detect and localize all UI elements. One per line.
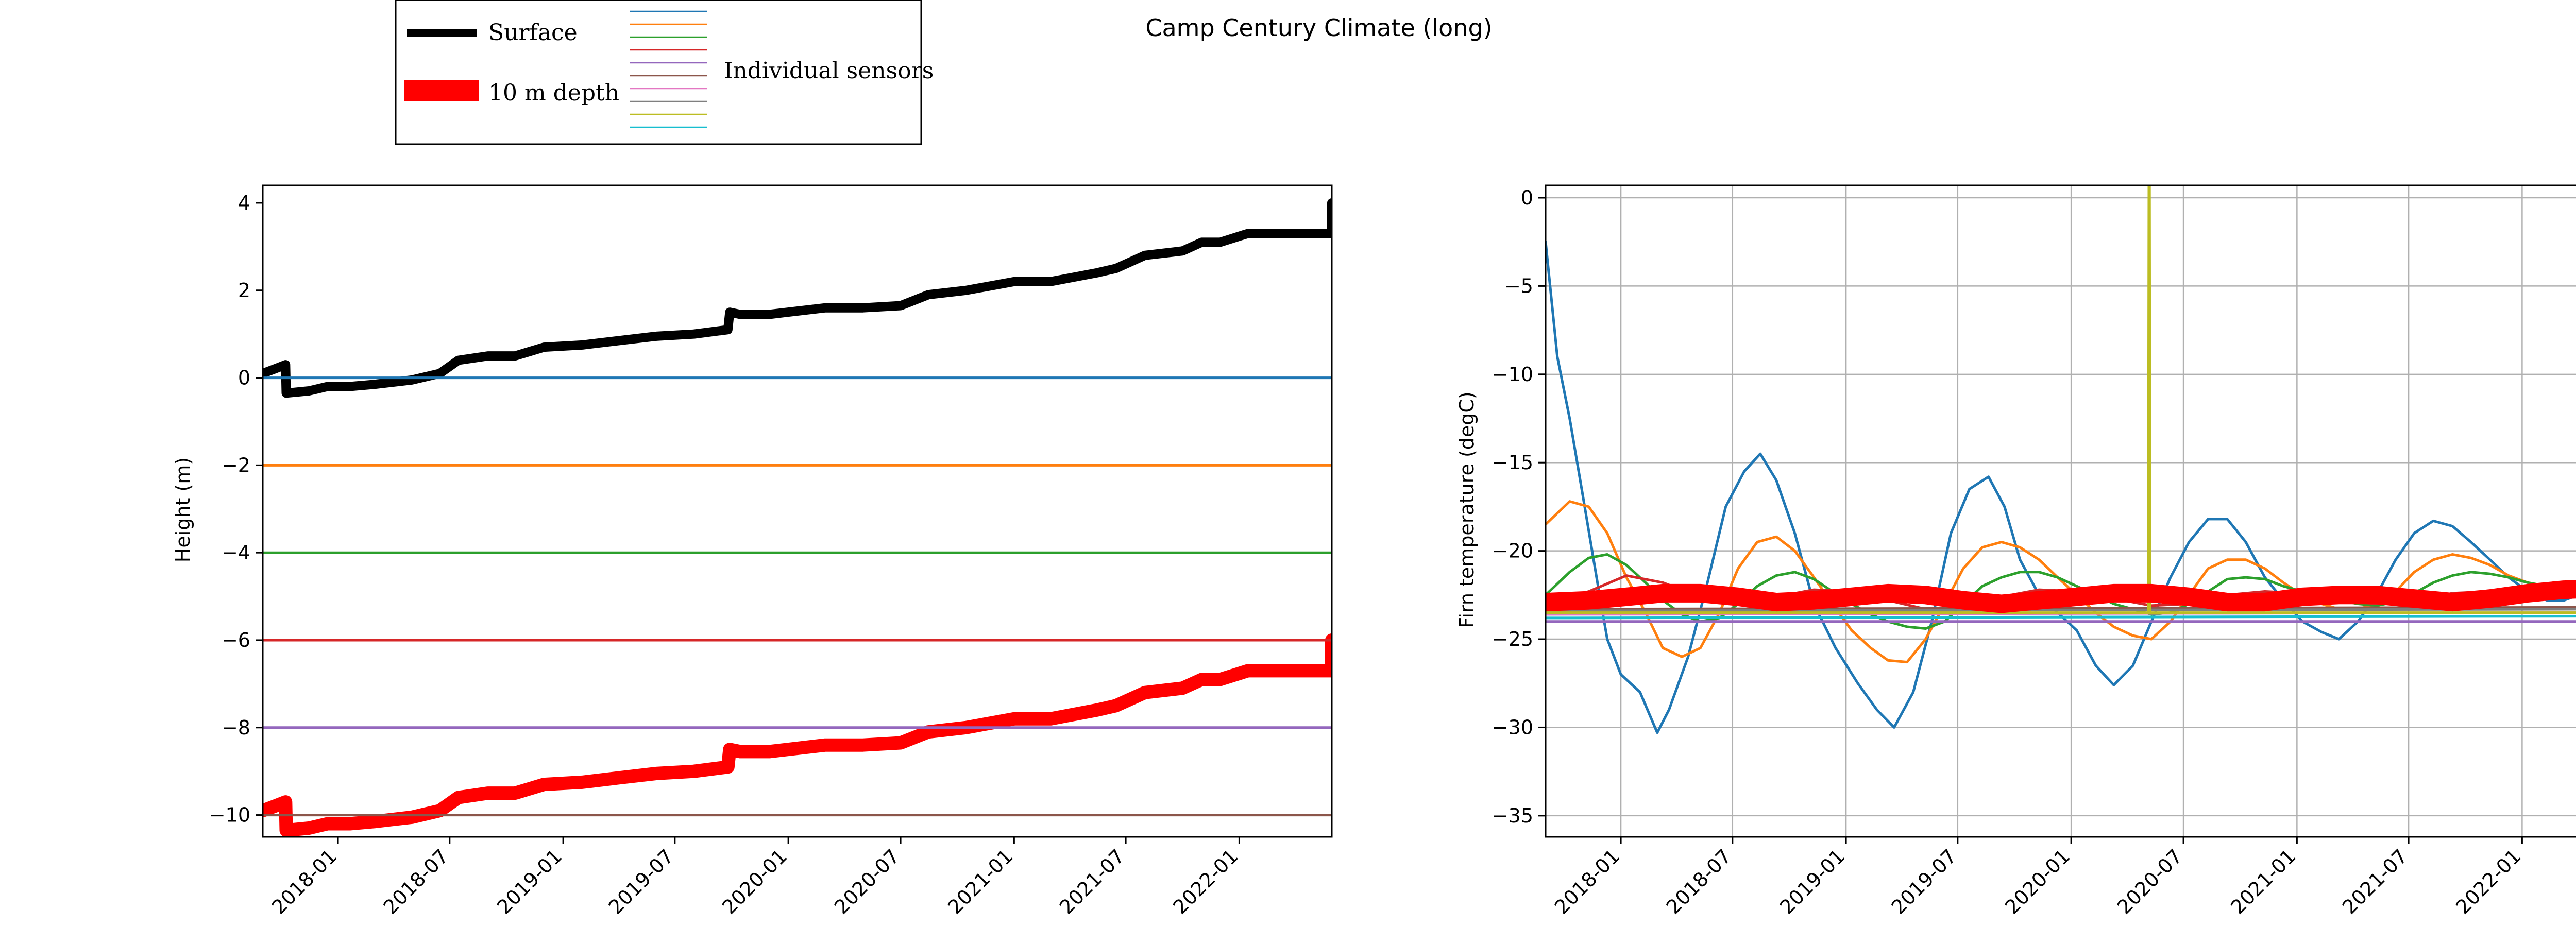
figure-title: Camp Century Climate (long) xyxy=(1145,14,1492,42)
y-tick-label: −6 xyxy=(222,629,250,651)
y-tick-label: −15 xyxy=(1492,451,1533,474)
temperature-plot-frame xyxy=(1545,184,2576,838)
series-sensor-line xyxy=(1546,615,2576,620)
height-y-axis-label: Height (m) xyxy=(172,457,194,562)
height-plot-frame xyxy=(262,184,1333,838)
y-tick-label: 0 xyxy=(238,367,250,389)
y-tick-label: 2 xyxy=(238,279,250,302)
series-surface xyxy=(263,198,1332,398)
legend-surface-label: Surface xyxy=(488,20,578,46)
y-tick-label: −30 xyxy=(1492,716,1533,739)
y-tick-label: 0 xyxy=(1521,186,1533,209)
y-tick-label: −20 xyxy=(1492,540,1533,562)
y-tick-label: −4 xyxy=(222,541,250,564)
series-10-m-depth xyxy=(1546,580,2576,613)
height-plot-area xyxy=(263,185,1332,837)
legend-depth-label: 10 m depth xyxy=(488,80,619,106)
y-tick-label: −25 xyxy=(1492,628,1533,650)
height-series xyxy=(263,198,1332,837)
series-10-m-depth xyxy=(263,633,1332,837)
legend-sensor-swatches xyxy=(630,10,707,128)
temperature-chart: 0−5−10−15−20−25−30−35 2018-01 2018-07 2019… xyxy=(1455,184,2576,919)
y-tick-label: −10 xyxy=(209,804,250,827)
series-group xyxy=(263,198,1332,837)
y-tick-label: −35 xyxy=(1492,804,1533,827)
y-tick-label: 4 xyxy=(238,192,250,214)
temperature-y-axis: 0 −5 −10 −15 −20 −25 −30 −35 xyxy=(1492,186,1546,827)
height-y-axis: 4 2 0 −2 −4 −6 −8 −10 xyxy=(209,192,263,827)
legend: Surface 10 m depth Individual sensors xyxy=(395,0,934,145)
series-sensor-line xyxy=(1546,608,2576,612)
temperature-plot-area xyxy=(1546,185,2576,837)
height-chart: 420−2−4−6−8−10 2018-01 2018-07 2019-01 2019… xyxy=(172,184,1333,919)
temperature-y-axis-label: Firn temperature (degC) xyxy=(1455,391,1478,628)
y-tick-label: −5 xyxy=(1504,274,1533,297)
y-tick-label: −2 xyxy=(222,454,250,476)
series-sensor-line xyxy=(1546,185,2576,614)
series-group xyxy=(1546,185,2576,734)
legend-sensors-label: Individual sensors xyxy=(724,58,934,84)
y-tick-label: −8 xyxy=(222,716,250,739)
y-tick-label: −10 xyxy=(1492,363,1533,386)
temperature-series xyxy=(1546,185,2576,734)
